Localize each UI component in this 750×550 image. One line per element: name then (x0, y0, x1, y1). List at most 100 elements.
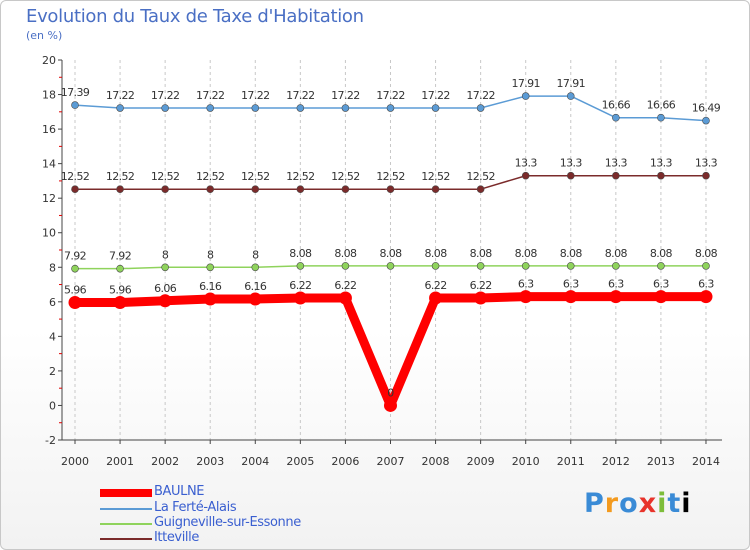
point-la-fert-alais-2010 (521, 92, 530, 100)
x-tick-label-2012: 2012 (602, 455, 630, 468)
point-guigneville-sur-essonne-2014 (702, 262, 710, 270)
point-la-fert-alais-2013 (657, 113, 665, 122)
data-label-guigneville-sur-essonne-2013: 8.08 (650, 247, 673, 260)
data-label-la-fert-alais-2007: 17.22 (376, 89, 405, 102)
point-la-fert-alais-2009 (476, 104, 485, 112)
data-label-guigneville-sur-essonne-2004: 8 (252, 248, 259, 261)
legend-label-guigneville: Guigneville-sur-Essonne (154, 515, 301, 530)
x-tick-label-2007: 2007 (376, 455, 404, 468)
data-label-itteville-2009: 12.52 (466, 170, 495, 183)
point-baulne-2010 (519, 290, 533, 304)
x-tick-label-2006: 2006 (331, 455, 359, 468)
data-label-itteville-2003: 12.52 (196, 170, 225, 183)
data-label-la-fert-alais-2001: 17.22 (106, 89, 135, 102)
data-label-guigneville-sur-essonne-2011: 8.08 (560, 247, 583, 260)
legend-label-itteville: Itteville (154, 530, 199, 545)
point-itteville-2006 (341, 185, 350, 193)
point-guigneville-sur-essonne-2004 (251, 263, 260, 272)
data-label-guigneville-sur-essonne-2000: 7.92 (64, 250, 86, 263)
data-label-baulne-2010: 6.3 (518, 278, 534, 291)
data-label-itteville-2008: 12.52 (421, 170, 450, 183)
data-label-guigneville-sur-essonne-2012: 8.08 (605, 247, 628, 260)
point-guigneville-sur-essonne-2006 (341, 262, 350, 270)
point-itteville-2010 (521, 171, 530, 180)
data-label-itteville-2002: 12.52 (151, 170, 180, 183)
data-label-itteville-2005: 12.52 (286, 170, 315, 183)
data-label-la-fert-alais-2013: 16.66 (647, 99, 676, 112)
point-guigneville-sur-essonne-2003 (206, 263, 215, 272)
data-label-baulne-2001: 5.96 (109, 284, 132, 297)
data-label-baulne-2009: 6.22 (470, 279, 492, 292)
data-label-la-fert-alais-2014: 16.49 (692, 102, 721, 115)
data-label-itteville-2010: 13.3 (515, 157, 538, 170)
y-tick-label-12: 12 (42, 192, 56, 205)
y-axis-unit-label: (en %) (26, 29, 63, 42)
point-la-fert-alais-2012 (612, 113, 620, 122)
data-label-la-fert-alais-2006: 17.22 (331, 89, 360, 102)
legend-label-baulne: BAULNE (154, 484, 205, 499)
point-baulne-2000 (68, 296, 82, 310)
legend-swatch-baulne (100, 489, 152, 497)
x-tick-label-2008: 2008 (422, 455, 450, 468)
point-guigneville-sur-essonne-2010 (521, 262, 530, 270)
data-label-itteville-2011: 13.3 (560, 157, 583, 170)
point-la-fert-alais-2007 (386, 104, 395, 112)
point-baulne-2013 (654, 290, 668, 304)
data-label-baulne-2005: 6.22 (289, 279, 311, 292)
y-tick-label-2: 2 (49, 365, 56, 378)
point-itteville-2004 (251, 185, 260, 193)
y-tick-label--2: -2 (45, 434, 56, 447)
y-tick-label-16: 16 (42, 123, 56, 136)
point-guigneville-sur-essonne-2013 (657, 262, 665, 270)
point-la-fert-alais-2002 (161, 104, 169, 112)
point-itteville-2000 (71, 185, 79, 193)
point-baulne-2014 (699, 290, 713, 304)
data-label-guigneville-sur-essonne-2001: 7.92 (109, 250, 131, 263)
data-label-itteville-2004: 12.52 (241, 170, 270, 183)
point-itteville-2011 (566, 171, 575, 180)
point-itteville-2014 (702, 171, 710, 180)
data-label-la-fert-alais-2005: 17.22 (286, 89, 315, 102)
point-baulne-2009 (474, 291, 488, 305)
point-guigneville-sur-essonne-2011 (566, 262, 575, 270)
data-label-baulne-2000: 5.96 (64, 284, 87, 297)
x-tick-label-2009: 2009 (467, 455, 495, 468)
point-guigneville-sur-essonne-2007 (386, 262, 395, 270)
point-itteville-2002 (161, 185, 169, 193)
point-baulne-2011 (564, 290, 578, 304)
data-label-guigneville-sur-essonne-2002: 8 (162, 248, 169, 261)
x-tick-label-2005: 2005 (286, 455, 314, 468)
data-label-guigneville-sur-essonne-2005: 8.08 (289, 247, 312, 260)
point-la-fert-alais-2005 (296, 104, 305, 112)
legend-swatch-guigneville (100, 523, 152, 525)
data-label-itteville-2000: 12.52 (61, 170, 90, 183)
point-baulne-2008 (429, 291, 443, 305)
point-guigneville-sur-essonne-2000 (71, 264, 79, 273)
data-label-baulne-2007: 0 (387, 386, 394, 399)
x-tick-label-2004: 2004 (241, 455, 269, 468)
data-label-baulne-2008: 6.22 (425, 279, 447, 292)
point-la-fert-alais-2004 (251, 104, 260, 112)
point-baulne-2007 (383, 398, 397, 412)
point-itteville-2001 (116, 185, 124, 193)
point-baulne-2006 (338, 291, 352, 305)
point-la-fert-alais-2003 (206, 104, 215, 112)
point-itteville-2009 (476, 185, 485, 193)
data-label-itteville-2007: 12.52 (376, 170, 405, 183)
point-la-fert-alais-2000 (71, 101, 79, 109)
legend-swatch-la-ferte-alais (100, 508, 152, 510)
point-itteville-2005 (296, 185, 305, 193)
data-label-la-fert-alais-2004: 17.22 (241, 89, 270, 102)
point-itteville-2007 (386, 185, 395, 193)
data-label-guigneville-sur-essonne-2014: 8.08 (695, 247, 718, 260)
legend-label-la-ferte-alais: La Ferté-Alais (154, 500, 237, 515)
data-label-baulne-2003: 6.16 (199, 280, 222, 293)
point-baulne-2002 (158, 294, 172, 308)
data-label-la-fert-alais-2002: 17.22 (151, 89, 180, 102)
point-baulne-2003 (203, 292, 217, 306)
x-tick-label-2003: 2003 (196, 455, 224, 468)
data-label-baulne-2014: 6.3 (698, 278, 714, 291)
legend-swatch-itteville (100, 538, 152, 540)
point-baulne-2004 (248, 292, 262, 306)
